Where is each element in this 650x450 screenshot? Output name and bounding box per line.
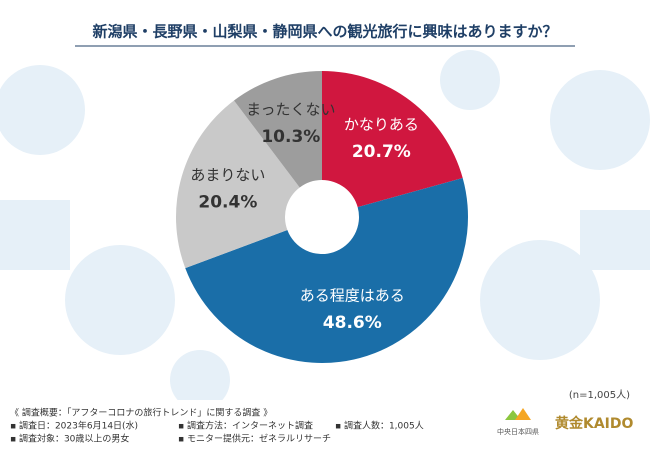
- footer-item: ▪ 調査人数：1,005人: [335, 420, 424, 432]
- footer-heading: 《 調査概要：「アフターコロナの旅行トレンド」に関する調査 》: [10, 407, 272, 419]
- background-pattern: [0, 50, 650, 410]
- slice-label: まったくない: [246, 101, 335, 119]
- chart-title: 新潟県・長野県・山梨県・静岡県への観光旅行に興味はありますか？: [92, 23, 557, 41]
- slice-value: 48.6%: [323, 313, 382, 333]
- slice: [185, 178, 468, 363]
- slice: [322, 71, 463, 208]
- logo-1: 中央日本四県: [497, 408, 539, 436]
- slice-label: かなりある: [344, 116, 419, 134]
- footer-item: ▪ 調査方法：インターネット調査: [178, 420, 313, 432]
- slice-label: ある程度はある: [300, 287, 405, 305]
- footer-background: [0, 400, 650, 450]
- slice: [175, 100, 300, 269]
- footer-item: ▪ 調査日：2023年6月14日(水): [10, 420, 138, 432]
- sample-note: (n=1,005人): [569, 389, 630, 401]
- logo-text: 中央日本四県: [497, 427, 539, 436]
- footer-item: ▪ モニター提供元：ゼネラルリサーチ: [178, 433, 331, 445]
- slice-value: 10.3%: [261, 127, 320, 147]
- slice: [233, 71, 322, 188]
- slice-value: 20.7%: [352, 142, 411, 162]
- logo-text: 黄金KAIDO: [555, 415, 634, 432]
- slice-value: 20.4%: [198, 193, 257, 213]
- footer-item: ▪ 調査対象：30歳以上の男女: [10, 433, 129, 445]
- slice-label: あまりない: [190, 166, 265, 184]
